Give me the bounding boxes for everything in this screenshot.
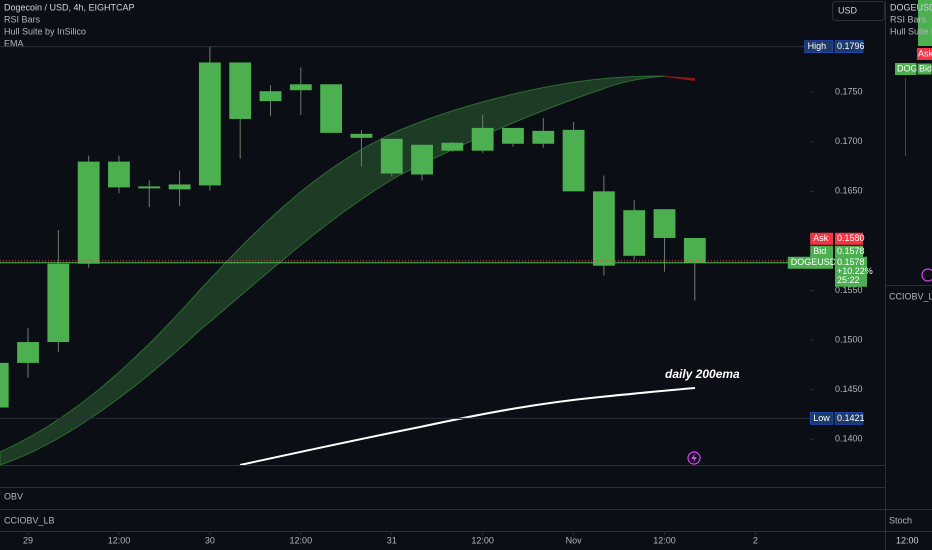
event-icon[interactable] — [687, 451, 701, 465]
price-tag-name: Ask — [813, 233, 829, 243]
candle-body — [411, 144, 433, 175]
price-tag-name: Low — [813, 413, 830, 423]
candle-body — [502, 127, 524, 144]
chart-title: Dogecoin / USD, 4h, EIGHTCAP — [4, 2, 135, 12]
x-tick-label: 12:00 — [471, 535, 494, 545]
candle-body — [562, 129, 585, 192]
price-tag-name: DOGEUSD — [791, 257, 837, 267]
price-tag-value-bg — [835, 256, 867, 287]
price-tag-value: 0.1578 — [837, 257, 865, 267]
y-tick-label: 0.1700 — [835, 136, 863, 146]
candle-body — [77, 161, 100, 264]
candle-body — [350, 133, 373, 138]
pane-label: OBV — [4, 491, 23, 501]
y-tick-label: 0.1550 — [835, 285, 863, 295]
side-tag — [916, 62, 932, 76]
event-icon[interactable] — [921, 268, 932, 282]
price-tag-name: Bid — [813, 246, 826, 256]
annotation: daily 200ema — [665, 367, 740, 381]
price-tag-name-bg — [810, 245, 833, 258]
indicator-label: RSI Bars — [4, 14, 41, 24]
candle-body — [108, 161, 130, 188]
indicator-label: Hull Suite by InSilico — [4, 26, 86, 36]
x-tick-label: 12:00 — [108, 535, 131, 545]
price-tag-value-bg — [835, 245, 863, 258]
side-indicator: RSI Bars — [890, 14, 927, 24]
candle-body — [471, 127, 494, 151]
candle-body — [380, 138, 403, 174]
candle-body — [289, 84, 312, 91]
candle-body — [17, 342, 39, 363]
hull-band — [0, 75, 666, 465]
currency-button[interactable] — [832, 1, 885, 21]
y-tick-label: 0.1750 — [835, 87, 863, 97]
candle-body — [198, 62, 221, 186]
side-panel: DOGEUSD, 4h RSI Bars Hull Suite by InSil… — [889, 0, 932, 545]
price-tag-name-bg — [810, 232, 833, 245]
price-tag-value: 0.1796 — [837, 41, 865, 51]
candle-body — [259, 91, 282, 102]
side-tag-label: DOGEUSD — [897, 63, 932, 73]
candle-body — [532, 130, 555, 144]
price-change: +10.22% — [837, 266, 873, 276]
price-tag-value: 0.1580 — [837, 233, 865, 243]
side-tag — [917, 48, 932, 60]
price-tag-name-bg — [809, 412, 834, 425]
x-tick-label: 31 — [387, 535, 397, 545]
candle-body — [623, 210, 646, 256]
price-tag-name-bg — [787, 256, 833, 269]
y-tick-label: 0.1400 — [835, 434, 863, 444]
x-tick-label: 12:00 — [653, 535, 676, 545]
side-pane-label: CCIOBV_LB — [889, 291, 932, 301]
side-tag-label: Bid — [919, 63, 932, 73]
y-tick-label: 0.1650 — [835, 186, 863, 196]
side-indicator: Hull Suite by InSilico — [890, 26, 932, 36]
x-tick-label: 30 — [205, 535, 215, 545]
price-tag-name: High — [808, 41, 827, 51]
x-tick-label: 29 — [23, 535, 33, 545]
side-time-label: 12:00 — [896, 535, 919, 545]
x-tick-label: 2 — [753, 535, 758, 545]
indicator-label: EMA — [4, 38, 24, 48]
side-title: DOGEUSD, 4h — [890, 2, 932, 12]
candle-body — [229, 62, 252, 119]
price-tag-value-bg — [835, 232, 863, 245]
hull-band-red — [665, 76, 695, 81]
candle-body — [0, 362, 9, 408]
y-tick-label: 0.1450 — [835, 384, 863, 394]
x-tick-label: Nov — [566, 535, 583, 545]
price-tag-value: 0.1578 — [837, 246, 865, 256]
candle-body — [441, 142, 464, 151]
countdown: 25:22 — [837, 275, 860, 285]
candle-body — [320, 84, 343, 133]
currency-label: USD — [838, 5, 858, 15]
candle-body — [683, 237, 706, 263]
side-body — [918, 0, 932, 46]
y-tick-label: 0.1500 — [835, 334, 863, 344]
price-tag-value-bg — [834, 412, 864, 425]
price-tag-value-bg — [834, 40, 864, 53]
ema-line — [239, 387, 696, 465]
side-tag-label: Ask — [918, 48, 932, 58]
candle-body — [138, 186, 161, 189]
candle-body — [653, 209, 676, 238]
candle-body — [168, 184, 191, 190]
pane-label: CCIOBV_LB — [4, 515, 55, 525]
plot-area — [0, 46, 706, 408]
event-icon-bolt — [691, 453, 697, 463]
price-tag-value: 0.1421 — [837, 413, 865, 423]
price-tag-name-bg — [804, 40, 834, 53]
candle-body — [47, 263, 70, 343]
side-pane-label: Stoch — [889, 515, 912, 525]
x-tick-label: 12:00 — [290, 535, 313, 545]
candle-body — [592, 191, 615, 266]
